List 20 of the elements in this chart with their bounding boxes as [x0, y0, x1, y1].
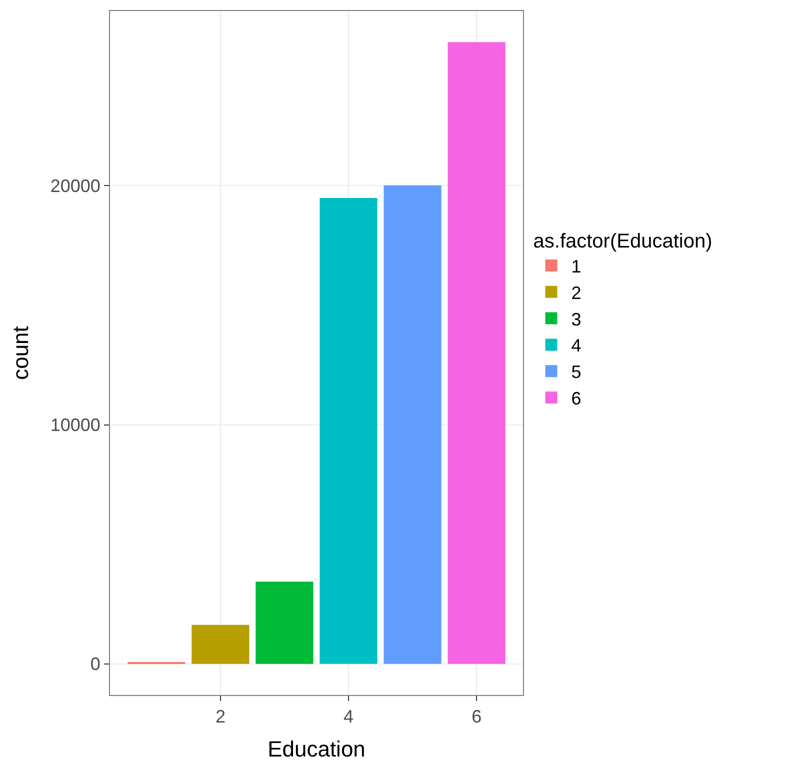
legend-label: 1: [571, 256, 582, 277]
x-tick-label: 6: [472, 706, 482, 727]
y-tick-label: 10000: [50, 415, 100, 436]
legend-label: 4: [571, 336, 582, 356]
legend-title: as.factor(Education): [533, 230, 712, 252]
legend-label: 3: [571, 309, 582, 330]
x-axis-title: Education: [268, 736, 366, 762]
y-tick-label: 0: [90, 654, 100, 674]
bar: [192, 624, 250, 664]
bar: [448, 42, 506, 664]
x-tick-label: 4: [344, 706, 354, 727]
bar: [320, 198, 378, 664]
y-axis-title: count: [8, 326, 34, 380]
bar: [256, 582, 314, 664]
legend-label: 6: [571, 388, 582, 409]
y-tick-label: 20000: [50, 176, 100, 196]
legend-label: 2: [571, 282, 582, 303]
bar: [384, 185, 442, 664]
x-tick-label: 2: [215, 706, 226, 727]
legend-label: 5: [571, 362, 582, 382]
